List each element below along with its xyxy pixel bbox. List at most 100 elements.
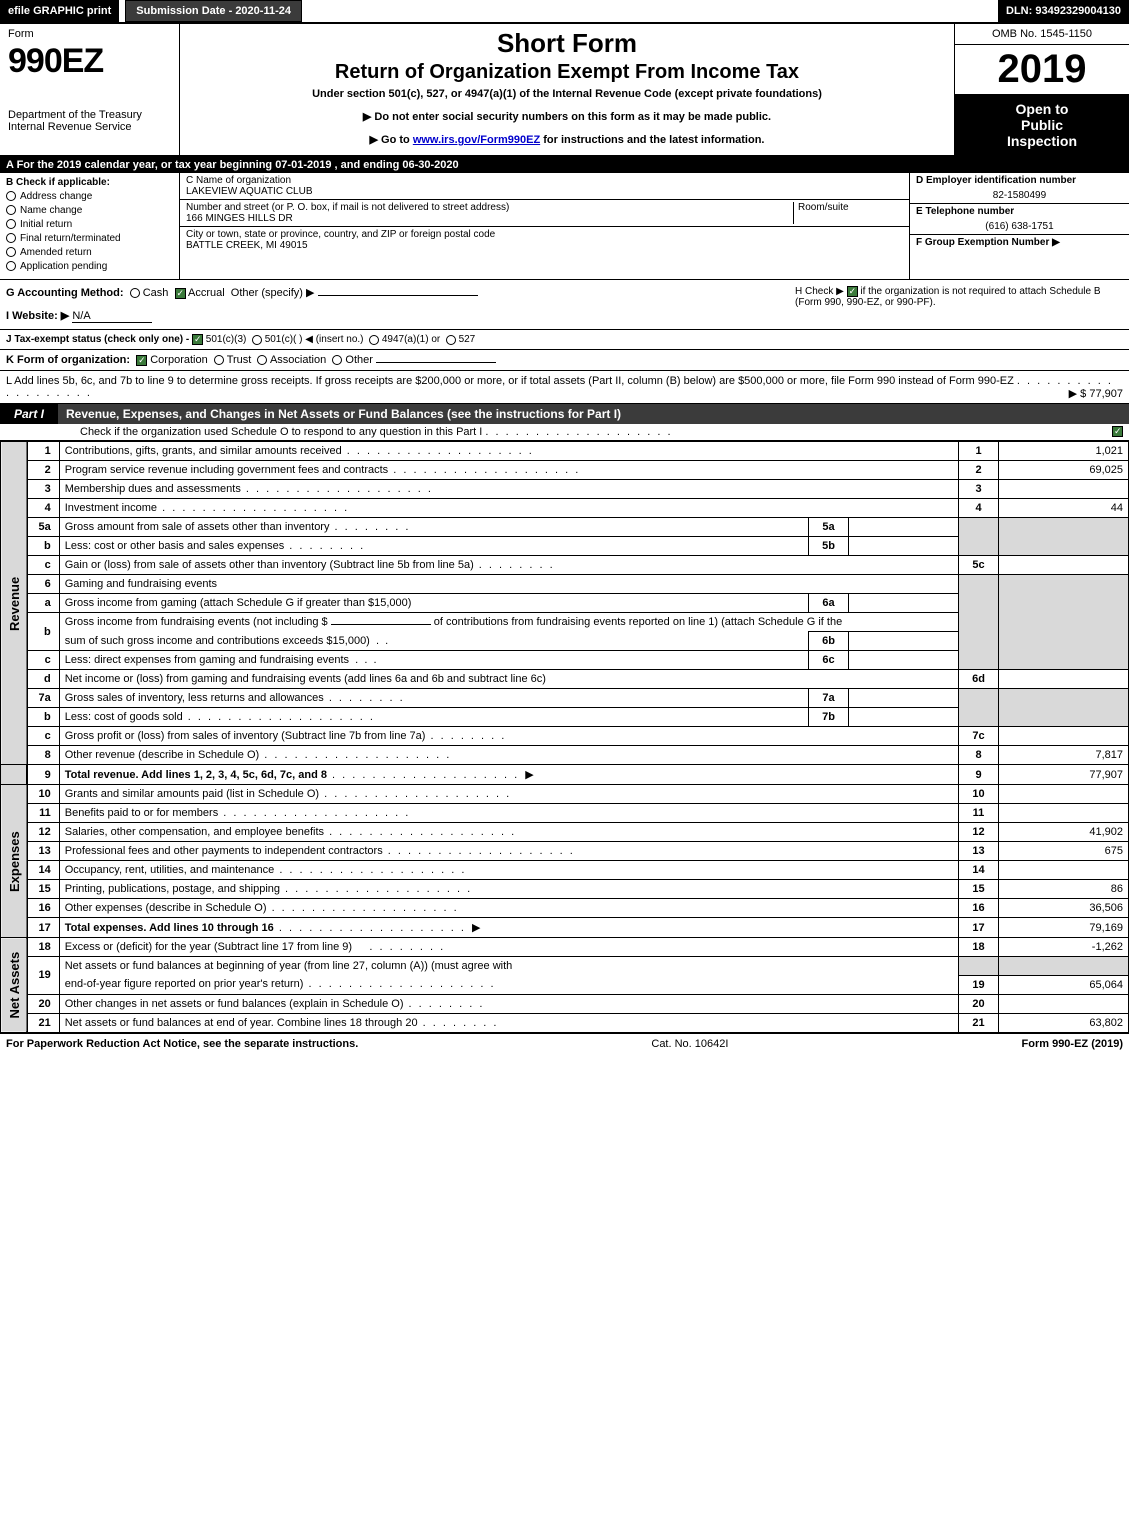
l16-key: 16 [959, 899, 999, 918]
chk-amended-return[interactable]: Amended return [6, 247, 173, 258]
room-suite: Room/suite [793, 202, 903, 224]
l7a-num: 7a [27, 689, 59, 708]
l20-val [999, 994, 1129, 1013]
l7-shade1 [959, 689, 999, 727]
l6b-desc3: sum of such gross income and contributio… [59, 632, 808, 651]
l13-key: 13 [959, 842, 999, 861]
l6b-bl: 6b [809, 632, 849, 651]
j-label: J Tax-exempt status (check only one) - [6, 334, 189, 345]
line-7c: c Gross profit or (loss) from sales of i… [1, 727, 1129, 746]
chk-initial-return[interactable]: Initial return [6, 219, 173, 230]
chk-application-pending[interactable]: Application pending [6, 261, 173, 272]
l6d-val [999, 670, 1129, 689]
j-501c3-checked[interactable] [192, 334, 203, 345]
g-other: Other (specify) ▶ [231, 287, 315, 299]
g-other-blank[interactable] [318, 295, 478, 296]
l6c-desc: Less: direct expenses from gaming and fu… [59, 651, 808, 670]
b-heading: B Check if applicable: [6, 177, 173, 188]
k-other-blank[interactable] [376, 362, 496, 363]
line-16: 16 Other expenses (describe in Schedule … [1, 899, 1129, 918]
j-527-radio[interactable] [446, 335, 456, 345]
e-phone-label: E Telephone number [916, 206, 1123, 217]
part1-sub-text: Check if the organization used Schedule … [80, 426, 482, 438]
l7b-num: b [27, 708, 59, 727]
l16-num: 16 [27, 899, 59, 918]
l6c-bv [849, 651, 959, 670]
line-6d: d Net income or (loss) from gaming and f… [1, 670, 1129, 689]
j-opt4: 527 [459, 334, 476, 345]
line-4: 4 Investment income 4 44 [1, 499, 1129, 518]
footer-cat: Cat. No. 10642I [358, 1038, 1021, 1050]
part1-tab: Part I [0, 404, 58, 424]
ein-value: 82-1580499 [916, 190, 1123, 201]
note2-post: for instructions and the latest informat… [540, 134, 764, 146]
k-trust-radio[interactable] [214, 355, 224, 365]
l13-val: 675 [999, 842, 1129, 861]
l11-key: 11 [959, 804, 999, 823]
g-cash-radio[interactable] [130, 288, 140, 298]
l6d-desc: Net income or (loss) from gaming and fun… [59, 670, 958, 689]
line-6: 6 Gaming and fundraising events [1, 575, 1129, 594]
k-corp-checked[interactable] [136, 355, 147, 366]
l21-desc: Net assets or fund balances at end of ye… [59, 1013, 958, 1032]
chk-final-return[interactable]: Final return/terminated [6, 233, 173, 244]
j-4947-radio[interactable] [369, 335, 379, 345]
g-accrual-checked[interactable] [175, 288, 186, 299]
inspection-1: Open to [959, 101, 1125, 117]
period-text: A For the 2019 calendar year, or tax yea… [6, 159, 459, 171]
l9-key: 9 [959, 765, 999, 785]
short-form-title: Short Form [188, 28, 946, 59]
l9-num: 9 [27, 765, 59, 785]
l16-val: 36,506 [999, 899, 1129, 918]
k-other: Other [345, 354, 373, 366]
l17-desc: Total expenses. Add lines 10 through 16 … [59, 918, 958, 938]
l1-desc: Contributions, gifts, grants, and simila… [59, 442, 958, 461]
l20-key: 20 [959, 994, 999, 1013]
j-501c-radio[interactable] [252, 335, 262, 345]
chk-name-change[interactable]: Name change [6, 205, 173, 216]
l6-shade2 [999, 575, 1129, 670]
header-left: Form 990EZ Department of the Treasury In… [0, 24, 180, 155]
j-opt3: 4947(a)(1) or [382, 334, 440, 345]
l7b-bl: 7b [809, 708, 849, 727]
submission-date: Submission Date - 2020-11-24 [125, 0, 302, 22]
l10-desc: Grants and similar amounts paid (list in… [59, 785, 958, 804]
info-block: B Check if applicable: Address change Na… [0, 173, 1129, 280]
k-other-radio[interactable] [332, 355, 342, 365]
line-5a: 5a Gross amount from sale of assets othe… [1, 518, 1129, 537]
col-b: B Check if applicable: Address change Na… [0, 173, 180, 279]
l1-key: 1 [959, 442, 999, 461]
chk-address-change[interactable]: Address change [6, 191, 173, 202]
top-bar: efile GRAPHIC print Submission Date - 20… [0, 0, 1129, 24]
l3-val [999, 480, 1129, 499]
l7a-desc: Gross sales of inventory, less returns a… [59, 689, 808, 708]
k-assoc-radio[interactable] [257, 355, 267, 365]
l6b-blank[interactable] [331, 624, 431, 625]
tax-year: 2019 [955, 45, 1129, 95]
l12-val: 41,902 [999, 823, 1129, 842]
line-17: 17 Total expenses. Add lines 10 through … [1, 918, 1129, 938]
line-11: 11 Benefits paid to or for members 11 [1, 804, 1129, 823]
l10-key: 10 [959, 785, 999, 804]
l5c-desc: Gain or (loss) from sale of assets other… [59, 556, 958, 575]
side-revenue: Revenue [1, 442, 28, 765]
l18-key: 18 [959, 938, 999, 957]
d-ein-row: D Employer identification number 82-1580… [910, 173, 1129, 204]
l11-val [999, 804, 1129, 823]
efile-label[interactable]: efile GRAPHIC print [0, 0, 119, 22]
l19-num: 19 [27, 957, 59, 995]
part1-sub-check[interactable] [1112, 426, 1123, 437]
l7c-val [999, 727, 1129, 746]
l13-desc: Professional fees and other payments to … [59, 842, 958, 861]
l11-desc: Benefits paid to or for members [59, 804, 958, 823]
org-city: BATTLE CREEK, MI 49015 [186, 240, 495, 251]
c-addr-row: Number and street (or P. O. box, if mail… [180, 200, 909, 227]
k-corp: Corporation [150, 354, 207, 366]
h-checked[interactable] [847, 286, 858, 297]
e-phone-row: E Telephone number (616) 638-1751 [910, 204, 1129, 235]
line-8: 8 Other revenue (describe in Schedule O)… [1, 746, 1129, 765]
l5a-desc: Gross amount from sale of assets other t… [59, 518, 808, 537]
line-13: 13 Professional fees and other payments … [1, 842, 1129, 861]
line-2: 2 Program service revenue including gove… [1, 461, 1129, 480]
irs-link[interactable]: www.irs.gov/Form990EZ [413, 134, 540, 146]
